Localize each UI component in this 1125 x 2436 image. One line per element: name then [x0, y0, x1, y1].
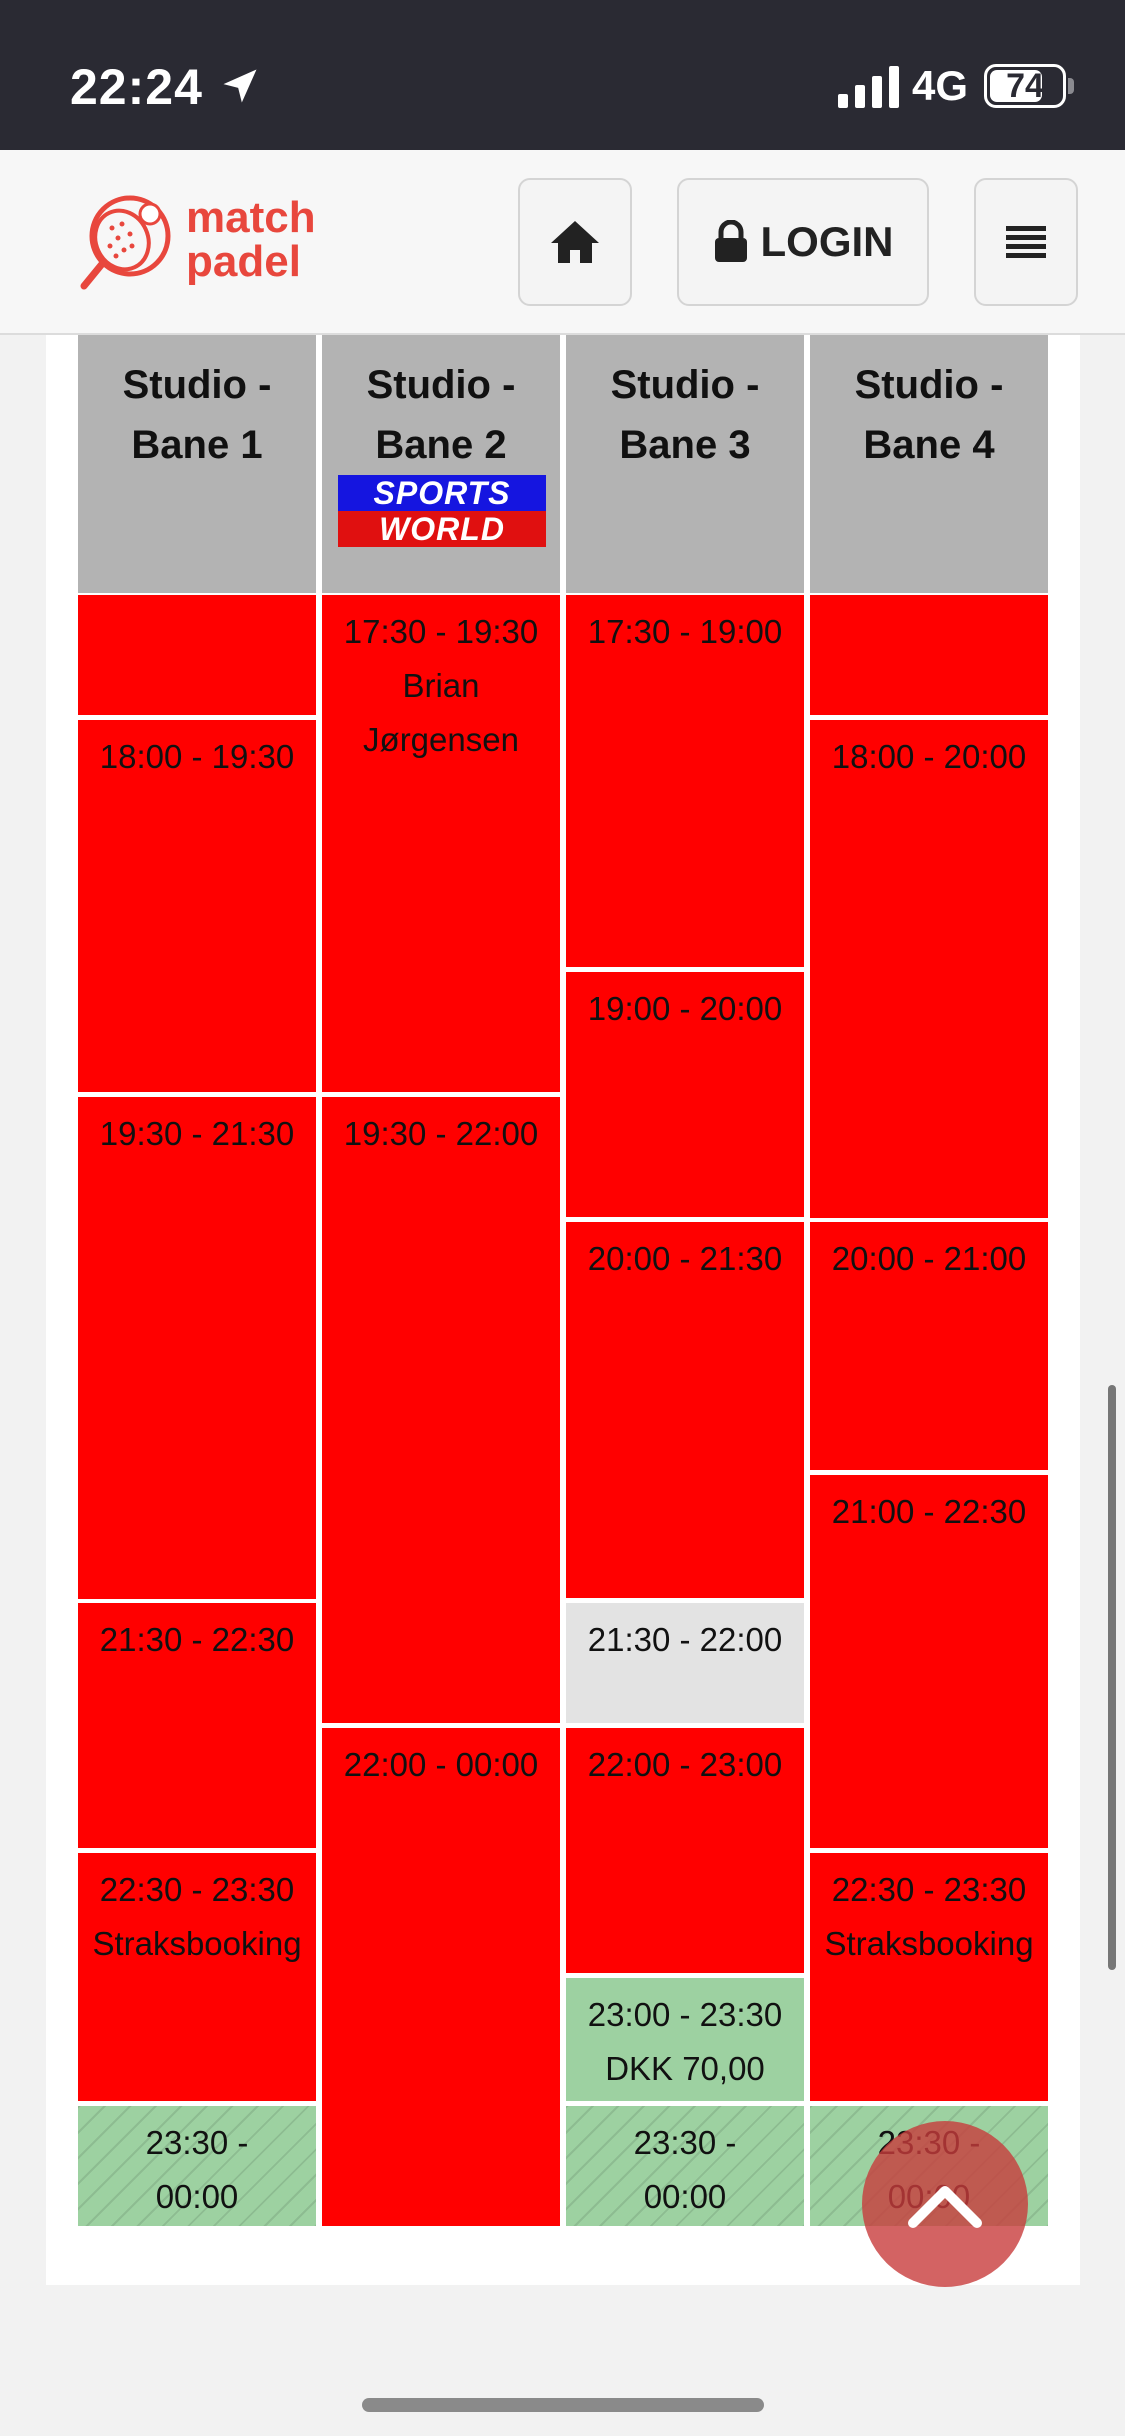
location-arrow-icon [223, 69, 257, 103]
battery-level: 74 [1006, 67, 1044, 105]
column-title: Studio - Bane 1 [122, 363, 272, 467]
scrollbar[interactable] [1108, 1385, 1116, 1970]
slot-available-price[interactable]: 23:00 - 23:30 DKK 70,00 [566, 1978, 804, 2101]
column-header-bane-3: Studio - Bane 3 [566, 335, 804, 593]
slot-booked: 19:00 - 20:00 [566, 972, 804, 1217]
network-type: 4G [912, 62, 969, 109]
column-title: Studio - Bane 3 [610, 363, 760, 467]
signal-icon [838, 66, 899, 108]
slot-booked: 22:30 - 23:30 Straksbooking [810, 1853, 1048, 2101]
chevron-up-icon [908, 2186, 982, 2228]
slot-booked [810, 595, 1048, 715]
slot-booked: 22:00 - 23:00 [566, 1728, 804, 1973]
logo-wordmark: match padel [186, 196, 316, 284]
site-header: match padel LOGIN [0, 150, 1125, 335]
column-header-bane-2: Studio - Bane 2 SPORTS WORLD [322, 335, 560, 593]
battery-fill [990, 70, 1042, 102]
slot-available[interactable]: 23:30 -00:00 [566, 2106, 804, 2226]
slot-booked: 20:00 - 21:00 [810, 1222, 1048, 1470]
slot-booked [78, 595, 316, 715]
sponsor-top: SPORTS [338, 475, 546, 511]
column-header-bane-4: Studio - Bane 4 [810, 335, 1048, 593]
battery-nub [1068, 78, 1074, 94]
slot-booked: 20:00 - 21:30 [566, 1222, 804, 1598]
hamburger-icon [1006, 226, 1046, 258]
slot-booked: 22:30 - 23:30 Straksbooking [78, 1853, 316, 2101]
logo-line-2: padel [186, 237, 301, 286]
status-time: 22:24 [70, 59, 203, 115]
slot-booked: 22:00 - 00:00 [322, 1728, 560, 2226]
slot-closed: 21:30 - 22:00 [566, 1603, 804, 1723]
sports-world-logo: SPORTS WORLD [338, 475, 546, 547]
menu-button[interactable] [974, 178, 1078, 306]
status-bar: 22:24 4G 74 [0, 0, 1125, 150]
slot-booked: 19:30 - 22:00 [322, 1097, 560, 1723]
sponsor-bottom: WORLD [338, 511, 546, 547]
slot-booked: 21:00 - 22:30 [810, 1475, 1048, 1848]
home-button[interactable] [518, 178, 632, 306]
padel-racket-icon [80, 195, 171, 290]
match-padel-logo[interactable]: match padel [72, 190, 332, 300]
home-icon [551, 221, 599, 263]
column-title: Studio - Bane 2 [366, 363, 516, 467]
battery-icon: 74 [984, 64, 1066, 108]
login-button[interactable]: LOGIN [677, 178, 929, 306]
slot-booked: 18:00 - 19:30 [78, 720, 316, 1092]
column-header-bane-1: Studio - Bane 1 [78, 335, 316, 593]
login-label: LOGIN [760, 218, 894, 265]
slot-available[interactable]: 23:30 -00:00 [78, 2106, 316, 2226]
column-title: Studio - Bane 4 [854, 363, 1004, 467]
home-indicator [362, 2398, 764, 2412]
logo-line-1: match [186, 193, 316, 242]
slot-booked: 17:30 - 19:30 Brian Jørgensen [322, 595, 560, 1092]
slot-booked: 21:30 - 22:30 [78, 1603, 316, 1848]
lock-icon [714, 220, 747, 262]
slot-booked: 18:00 - 20:00 [810, 720, 1048, 1218]
slot-booked: 19:30 - 21:30 [78, 1097, 316, 1599]
scroll-to-top-button[interactable] [862, 2121, 1028, 2287]
slot-booked: 17:30 - 19:00 [566, 595, 804, 967]
